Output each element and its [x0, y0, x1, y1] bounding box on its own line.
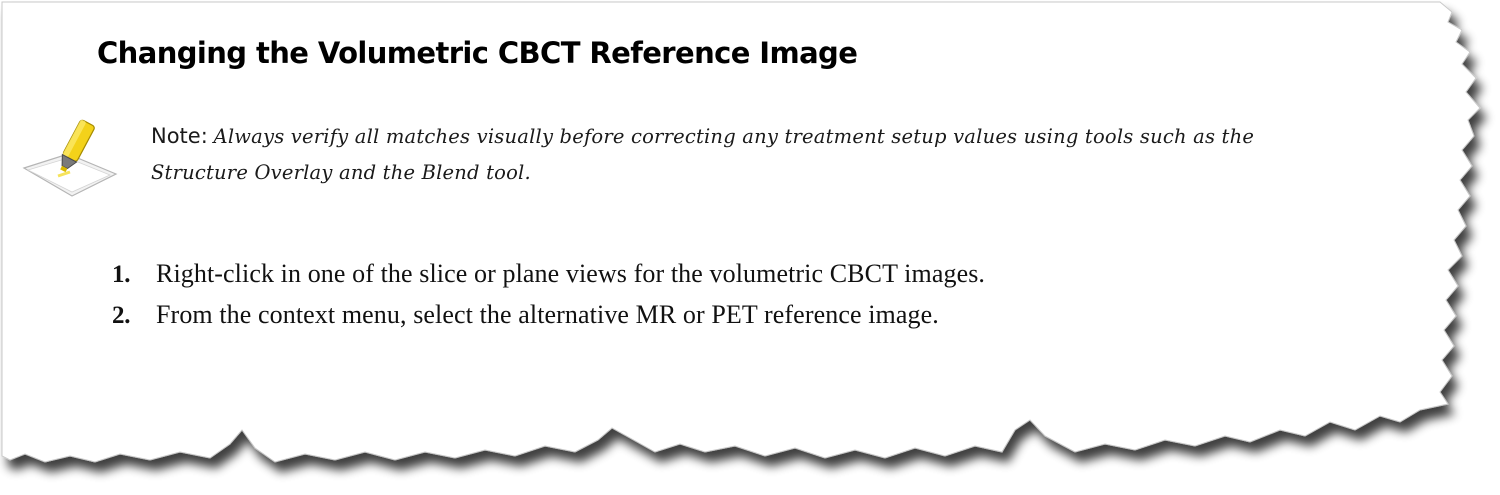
list-item: 1. Right-click in one of the slice or pla…: [112, 254, 1362, 295]
step-number: 1.: [112, 261, 131, 288]
note-label: Note:: [151, 124, 208, 148]
list-item: 2. From the context menu, select the alte…: [112, 295, 1362, 336]
step-number: 2.: [112, 302, 131, 329]
step-text: Right-click in one of the slice or plane…: [156, 259, 986, 288]
page-title: Changing the Volumetric CBCT Reference I…: [97, 36, 858, 70]
step-text: From the context menu, select the altern…: [156, 300, 939, 329]
highlighter-note-icon: [22, 119, 118, 197]
steps-list: 1. Right-click in one of the slice or pla…: [112, 254, 1362, 336]
note-block: Note: Always verify all matches visually…: [151, 118, 1331, 190]
note-text: Always verify all matches visually befor…: [151, 125, 1255, 184]
